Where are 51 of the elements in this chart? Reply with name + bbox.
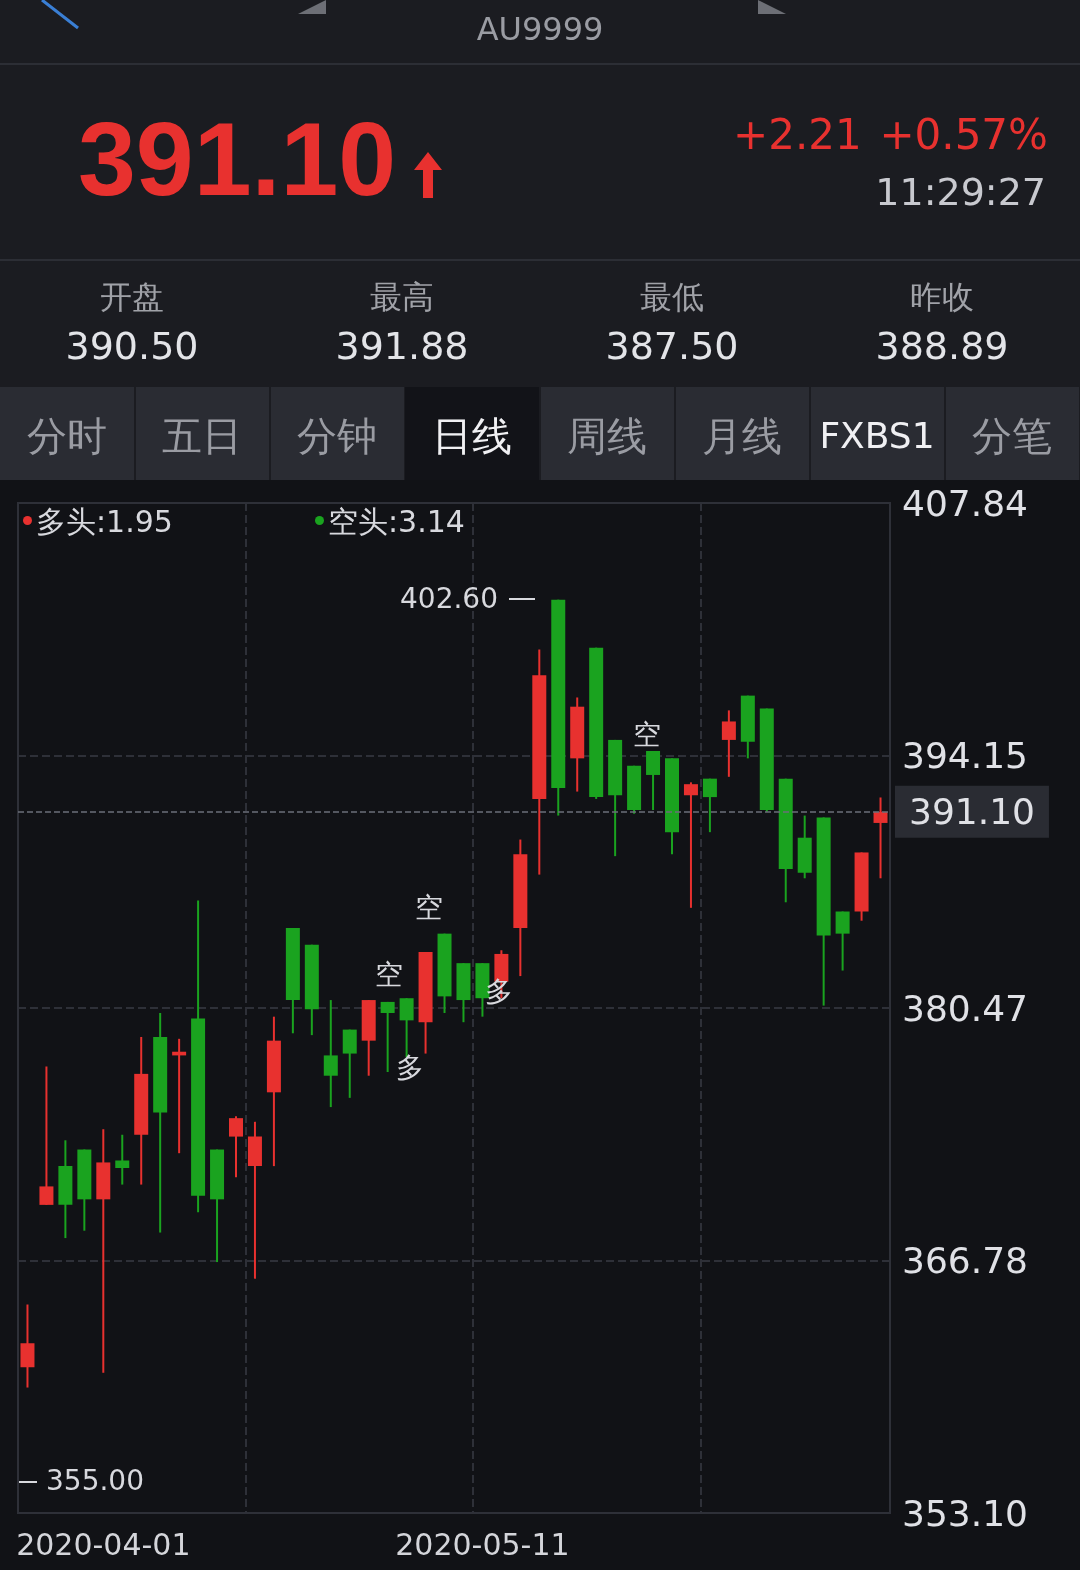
- y-tick-label: 394.15: [902, 735, 1028, 777]
- candlestick: [835, 910, 850, 972]
- annotation: 多: [485, 975, 513, 1009]
- annotation: 多: [396, 1051, 424, 1085]
- chart-title: AU9999: [475, 10, 605, 48]
- text: 周线: [540, 387, 676, 485]
- y-tick-label: 407.84: [902, 482, 1028, 524]
- text: 日线: [405, 387, 541, 485]
- candlestick: [20, 1303, 35, 1389]
- text: +2.21: [733, 110, 862, 159]
- candlestick: [873, 796, 888, 880]
- y-tick-label: 366.78: [902, 1240, 1028, 1282]
- annotation: 402.60: [399, 582, 498, 616]
- x-tick-label: 2020-04-01: [16, 1526, 191, 1562]
- candlestick: [683, 781, 698, 909]
- candlestick: [115, 1133, 130, 1186]
- y-tick-label: 353.10: [902, 1492, 1028, 1534]
- candlestick: [342, 1028, 357, 1099]
- candlestick: [721, 709, 736, 778]
- text: 391.10: [78, 100, 397, 219]
- text: FXBS1: [819, 415, 935, 456]
- candlestick: [39, 1065, 54, 1206]
- text: 388.89: [874, 324, 1010, 368]
- text: 五日: [135, 387, 271, 485]
- text: 分笔: [972, 413, 1052, 459]
- candlestick: [380, 1000, 395, 1074]
- annotation: 多头:1.95: [36, 503, 173, 541]
- text: 昨收: [909, 277, 975, 318]
- candlestick: [702, 777, 717, 834]
- text: 390.50: [64, 324, 200, 368]
- text: 月线: [675, 387, 811, 485]
- text: 最高: [369, 277, 435, 318]
- annotation: 空: [415, 891, 443, 925]
- y-tick-label: 380.47: [902, 987, 1028, 1029]
- candlestick: [229, 1115, 243, 1179]
- annotation: 355.00: [46, 1464, 144, 1497]
- annotation: 空: [633, 718, 661, 752]
- text: 387.50: [604, 324, 740, 368]
- ref-line-label: 391.10: [909, 791, 1035, 833]
- text: 分时: [0, 387, 136, 485]
- annotation: 空头:3.14: [328, 503, 465, 541]
- text: 开盘: [99, 277, 165, 318]
- text: +0.57%: [879, 110, 1048, 159]
- text: 11:29:27: [875, 170, 1046, 214]
- text: 391.88: [334, 324, 470, 368]
- text: 最低: [639, 277, 705, 318]
- x-tick-label: 2020-05-11: [395, 1526, 570, 1562]
- text: 分钟: [270, 387, 406, 485]
- annotation: 空: [375, 958, 403, 992]
- candlestick: [646, 749, 661, 812]
- candlestick: [323, 999, 338, 1109]
